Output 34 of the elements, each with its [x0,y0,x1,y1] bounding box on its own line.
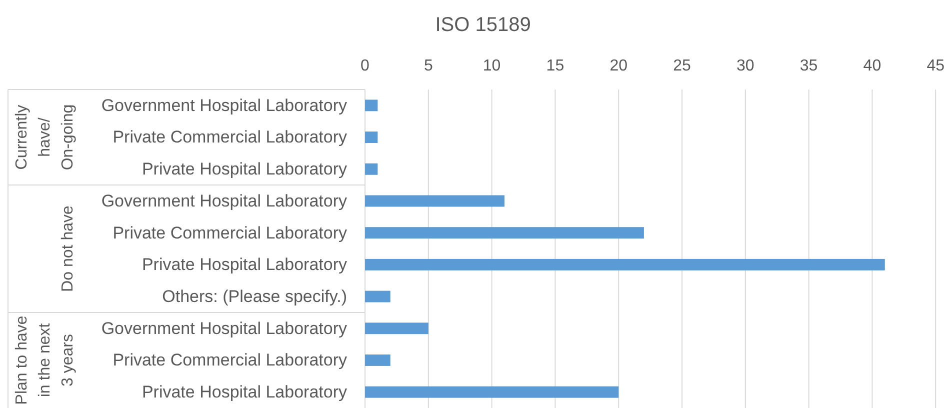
y-tick-label: Private Hospital Laboratory [142,255,348,274]
bar [365,100,378,112]
bar [365,258,885,270]
bar [365,322,428,334]
y-tick-label: Government Hospital Laboratory [101,96,348,115]
x-tick-label: 10 [482,58,501,75]
y-tick-label: Private Hospital Laboratory [142,160,348,179]
text: Currently have/ On-going [14,104,76,170]
x-tick-label: 15 [546,58,564,75]
y-tick-label: Government Hospital Laboratory [101,191,348,210]
x-tick-label: 40 [863,58,882,75]
x-tick-label: 20 [610,58,628,75]
bar [365,195,504,207]
text: Do not have [60,206,76,292]
x-tick-label: 5 [424,58,433,75]
bar [365,227,644,239]
bar [365,354,390,366]
x-tick-label: 30 [736,58,754,75]
y-tick-label: Others: (Please specify.) [162,286,347,306]
bar [365,163,378,175]
x-tick-label: 35 [800,58,818,75]
y-tick-label: Private Commercial Laboratory [112,128,348,147]
y-tick-label: Government Hospital Laboratory [101,318,348,338]
chart-title: ISO 15189 [435,14,531,36]
bar [365,290,390,302]
text: Plan to have in the next 3 years [14,316,76,405]
x-tick-label: 0 [360,58,370,75]
x-tick-label: 25 [673,58,691,75]
y-tick-label: Private Commercial Laboratory [112,223,348,242]
bar [365,132,378,144]
y-tick-label: Private Hospital Laboratory [142,382,348,402]
x-tick-label: 45 [926,58,945,75]
bar [365,386,619,398]
y-tick-label: Private Commercial Laboratory [112,350,348,370]
